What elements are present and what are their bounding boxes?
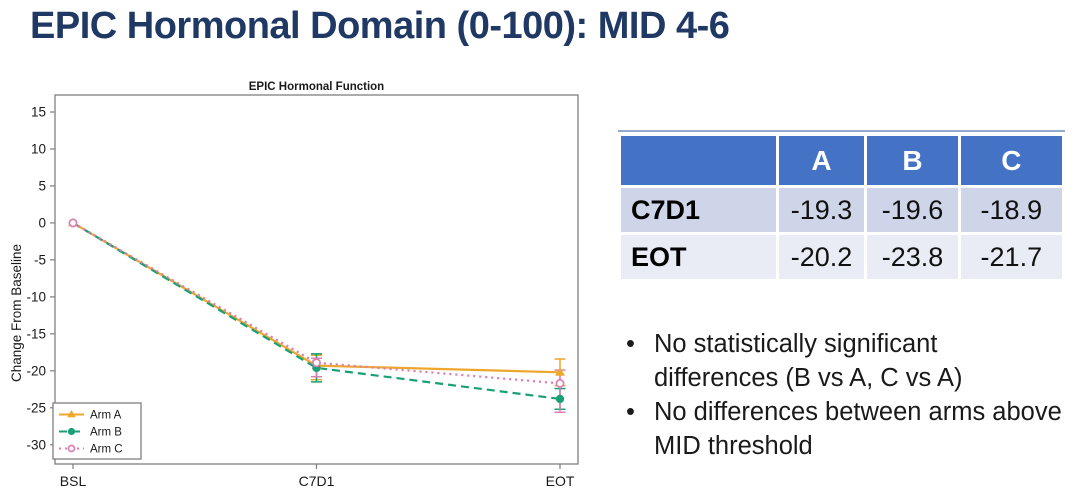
table-col-header-c: C <box>957 133 1066 188</box>
chart-epic-hormonal-function: EPIC Hormonal Function 15 10 5 0 -5 -10 -15 -20 -… <box>8 78 590 492</box>
svg-text:-25: -25 <box>26 400 46 415</box>
note-text: No differences between arms above MID th… <box>654 397 1062 460</box>
svg-text:-20: -20 <box>26 363 46 378</box>
svg-text:0: 0 <box>38 215 46 230</box>
series-line-arm-b <box>72 221 561 401</box>
cell-eot-c: -21.7 <box>957 232 1066 282</box>
page-title: EPIC Hormonal Domain (0-100): MID 4-6 <box>30 5 730 47</box>
table-row-c7d1: C7D1 -19.3 -19.6 -18.9 <box>618 185 1066 235</box>
cell-c7d1-a: -19.3 <box>775 185 868 235</box>
row-label-c7d1: C7D1 <box>618 185 779 235</box>
list-item-significance: No statistically significant differences… <box>618 328 1065 396</box>
svg-text:-10: -10 <box>26 289 46 304</box>
note-text: No statistically significant differences… <box>654 330 963 392</box>
x-axis: BSL C7D1 EOT <box>60 464 575 489</box>
svg-text:5: 5 <box>38 178 46 193</box>
svg-text:Arm B: Arm B <box>90 427 122 439</box>
table-top-border <box>618 130 1065 132</box>
results-table: A B C C7D1 -19.3 -19.6 -18.9 EOT -20.2 -… <box>618 133 1066 282</box>
svg-text:BSL: BSL <box>60 473 87 489</box>
svg-text:C7D1: C7D1 <box>299 473 335 489</box>
row-label-eot: EOT <box>618 232 779 282</box>
svg-text:EPIC Hormonal Function: EPIC Hormonal Function <box>249 81 384 93</box>
svg-text:15: 15 <box>31 105 46 120</box>
table-col-header-b: B <box>864 133 961 188</box>
svg-text:Arm A: Arm A <box>90 410 122 422</box>
cell-eot-b: -23.8 <box>864 232 961 282</box>
series-markers-arm-a <box>68 217 565 376</box>
svg-text:Change From Baseline: Change From Baseline <box>9 244 24 382</box>
svg-text:-30: -30 <box>26 437 46 452</box>
table-corner-cell <box>618 133 779 188</box>
chart-legend: Arm A Arm B Arm C <box>52 402 142 460</box>
svg-text:-15: -15 <box>26 326 46 341</box>
svg-text:EOT: EOT <box>546 473 575 489</box>
table-header-row: A B C <box>618 133 1066 188</box>
svg-text:10: 10 <box>31 141 46 156</box>
cell-c7d1-c: -18.9 <box>957 185 1066 235</box>
table-row-eot: EOT -20.2 -23.8 -21.7 <box>618 232 1066 282</box>
svg-text:-5: -5 <box>34 252 46 267</box>
series-line-arm-a <box>72 221 561 374</box>
list-item-mid-threshold: No differences between arms above MID th… <box>618 396 1065 464</box>
table-col-header-a: A <box>775 133 868 188</box>
cell-c7d1-b: -19.6 <box>864 185 961 235</box>
chart-title: EPIC Hormonal Function <box>249 81 384 93</box>
series-markers-arm-c <box>68 218 565 388</box>
cell-eot-a: -20.2 <box>775 232 868 282</box>
svg-text:Arm C: Arm C <box>90 444 123 456</box>
right-column: A B C C7D1 -19.3 -19.6 -18.9 EOT -20.2 -… <box>618 130 1066 464</box>
y-axis: 15 10 5 0 -5 -10 -15 -20 -25 -30 Change From Basel… <box>9 105 55 452</box>
notes-list: No statistically significant differences… <box>618 328 1065 464</box>
line-chart-svg: EPIC Hormonal Function 15 10 5 0 -5 -10 -15 -20 -… <box>9 81 579 489</box>
